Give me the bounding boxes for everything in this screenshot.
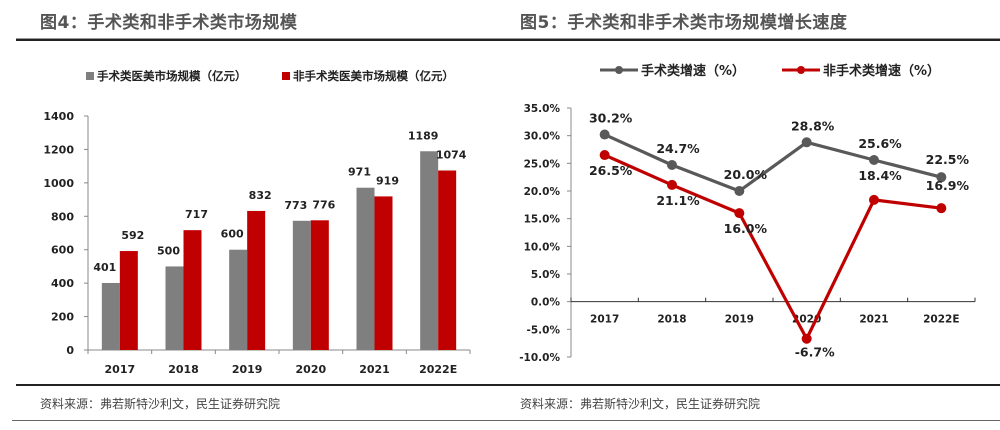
- point-surgical: [599, 129, 610, 140]
- y-tick-label: 1400: [43, 110, 74, 123]
- point-non-surgical: [734, 208, 745, 219]
- data-label: 500: [157, 244, 180, 257]
- series-line-non-surgical: [604, 153, 942, 341]
- bar-non-surgical: [438, 170, 457, 350]
- y-tick-label: 600: [51, 244, 74, 257]
- y-tick-label: 35.0%: [524, 103, 561, 115]
- x-tick-label: 2022E: [419, 363, 457, 376]
- legend-swatch-1: [86, 72, 94, 80]
- x-tick-label: 2019: [725, 314, 754, 326]
- data-label: 776: [312, 198, 335, 211]
- x-tick-label: 2021: [859, 314, 888, 326]
- figure-4-source: 资料来源：弗若斯特沙利文，民生证券研究院: [40, 397, 281, 411]
- y-tick-label: -5.0%: [527, 324, 561, 336]
- bar-non-surgical: [374, 196, 393, 350]
- x-tick-label: 2017: [105, 363, 136, 376]
- data-label: 919: [376, 174, 399, 187]
- y-tick-label: 1200: [43, 143, 74, 156]
- point-non-surgical: [801, 333, 812, 344]
- y-tick-label: 400: [51, 277, 74, 290]
- y-tick-label: 20.0%: [524, 186, 561, 198]
- legend-marker-1: [615, 66, 623, 74]
- bar-surgical: [356, 187, 375, 350]
- figure-4-title: 图4：手术类和非手术类市场规模: [40, 13, 298, 33]
- y-tick-label: 5.0%: [531, 269, 561, 281]
- legend-label-2: 非手术类增速（%）: [823, 63, 940, 79]
- data-label: 401: [93, 261, 116, 274]
- point-surgical: [801, 137, 812, 148]
- data-label: 592: [121, 229, 144, 242]
- bottom-rule: [12, 420, 1000, 421]
- data-label: 21.1%: [656, 193, 700, 208]
- data-label: 832: [249, 189, 272, 202]
- legend-marker-2: [797, 66, 805, 74]
- figure-5-source: 资料来源：弗若斯特沙利文，民生证券研究院: [520, 397, 761, 411]
- x-tick-label: 2018: [168, 363, 199, 376]
- source-rule: [16, 384, 1000, 386]
- y-tick-label: 200: [51, 311, 74, 324]
- bar-chart-market-size: 手术类医美市场规模（亿元） 非手术类医美市场规模（亿元） 0 200 400 600 800…: [43, 69, 471, 376]
- data-label: 600: [221, 228, 244, 241]
- point-non-surgical: [599, 150, 610, 161]
- x-tick-label: 2018: [657, 314, 686, 326]
- data-label: 26.5%: [589, 163, 633, 178]
- data-label: 1074: [436, 148, 467, 161]
- legend-label-2: 非手术类医美市场规模（亿元）: [293, 69, 454, 83]
- data-label: -6.7%: [795, 345, 835, 360]
- point-non-surgical: [936, 203, 947, 214]
- series-line-surgical: [604, 133, 942, 193]
- y-tick-label: 15.0%: [524, 214, 561, 226]
- legend-label-1: 手术类医美市场规模（亿元）: [97, 69, 247, 83]
- data-label: 717: [185, 208, 208, 221]
- x-tick-label: 2021: [359, 363, 390, 376]
- y-tick-label: 10.0%: [524, 241, 561, 253]
- data-label: 16.0%: [724, 221, 768, 236]
- x-tick-label: 2017: [590, 314, 619, 326]
- x-tick-label: 2020: [296, 363, 327, 376]
- bar-non-surgical: [310, 220, 329, 350]
- bar-surgical: [229, 249, 248, 350]
- point-non-surgical: [667, 179, 677, 190]
- bar-surgical: [165, 266, 184, 350]
- x-tick-label: 2022E: [923, 314, 959, 326]
- figure-5-title: 图5：手术类和非手术类市场规模增长速度: [520, 13, 848, 33]
- data-label: 22.5%: [926, 152, 970, 167]
- data-label: 24.7%: [656, 141, 700, 156]
- point-surgical: [734, 186, 745, 196]
- bar-surgical: [292, 220, 311, 350]
- x-tick-label: 2019: [232, 363, 263, 376]
- data-label: 773: [284, 199, 307, 212]
- point-non-surgical: [869, 194, 879, 205]
- data-label: 16.9%: [926, 178, 970, 193]
- bar-surgical: [101, 282, 120, 350]
- y-tick-label: 25.0%: [524, 158, 561, 170]
- bar-surgical: [420, 151, 439, 350]
- data-label: 18.4%: [858, 168, 902, 183]
- point-surgical: [936, 172, 947, 183]
- y-tick-label: 1000: [43, 177, 74, 190]
- data-label: 30.2%: [589, 111, 633, 126]
- legend-label-1: 手术类增速（%）: [641, 63, 745, 79]
- point-surgical: [667, 159, 677, 170]
- data-label: 20.0%: [724, 167, 768, 182]
- line-chart-growth-rate: 手术类增速（%） 非手术类增速（%） -10.0% -5.0% 0.0% 5.0% 10.0…: [519, 63, 976, 364]
- bar-non-surgical: [183, 230, 202, 350]
- point-surgical: [869, 155, 879, 166]
- top-rule: [16, 38, 1000, 41]
- data-label: 1189: [408, 129, 439, 142]
- legend-swatch-2: [282, 72, 290, 80]
- bar-non-surgical: [247, 210, 266, 350]
- y-tick-label: 0: [66, 344, 74, 357]
- y-tick-label: -10.0%: [519, 352, 560, 364]
- y-tick-label: 30.0%: [524, 131, 561, 143]
- y-tick-label: 0.0%: [531, 297, 561, 309]
- y-tick-label: 800: [51, 210, 74, 223]
- data-label: 971: [348, 166, 371, 179]
- data-label: 25.6%: [858, 136, 902, 151]
- bar-non-surgical: [119, 251, 138, 350]
- data-label: 28.8%: [791, 118, 835, 133]
